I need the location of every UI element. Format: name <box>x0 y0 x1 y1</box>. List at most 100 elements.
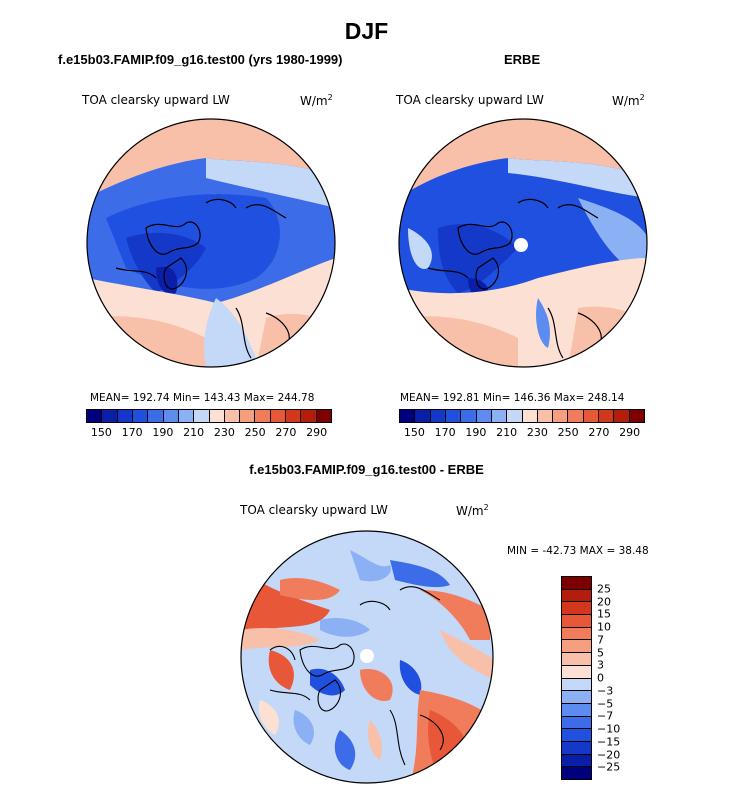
panel2-colorbar <box>399 409 645 423</box>
panel1-units: W/m2 <box>300 93 333 108</box>
colorbar-tick-label: 20 <box>597 595 611 608</box>
colorbar-tick-label: 3 <box>597 658 604 672</box>
colorbar-tick-label: −5 <box>597 697 614 710</box>
colorbar-tick-label: 270 <box>588 426 610 439</box>
panel3-stats: MIN = -42.73 MAX = 38.48 <box>507 545 649 557</box>
colorbar-swatch <box>255 410 271 422</box>
colorbar-swatch <box>270 410 287 422</box>
panel1-variable: TOA clearsky upward LW <box>82 93 230 107</box>
colorbar-tick-label: 190 <box>152 426 174 439</box>
colorbar-tick-label: 230 <box>213 426 235 439</box>
colorbar-swatch <box>301 410 317 422</box>
colorbar-tick-label: 5 <box>597 646 604 659</box>
panel1-map <box>86 118 336 368</box>
figure-title: DJF <box>344 18 389 44</box>
colorbar-swatch <box>562 729 591 742</box>
colorbar-swatch <box>562 741 591 755</box>
colorbar-tick-label: 15 <box>597 607 611 621</box>
panel2-units: W/m2 <box>612 93 645 108</box>
colorbar-swatch <box>224 410 241 422</box>
colorbar-tick-label: 150 <box>403 426 425 439</box>
colorbar-swatch <box>507 410 523 422</box>
colorbar-tick-label: 270 <box>275 426 297 439</box>
colorbar-tick-label: 7 <box>597 633 604 647</box>
colorbar-swatch <box>178 410 195 422</box>
colorbar-swatch <box>583 410 600 422</box>
colorbar-tick-label: 170 <box>121 426 143 439</box>
colorbar-swatch <box>87 410 103 422</box>
panel1-colorbar-labels: 150 170 190 210 230 250 270 290 <box>86 426 332 440</box>
panel1-stats: MEAN= 192.74 Min= 143.43 Max= 244.78 <box>90 392 315 404</box>
colorbar-tick-label: 170 <box>434 426 456 439</box>
colorbar-swatch <box>148 410 164 422</box>
colorbar-tick-label: 210 <box>183 426 205 439</box>
panel2-map <box>398 118 648 368</box>
panel3-colorbar <box>561 576 592 780</box>
colorbar-tick-label: −3 <box>597 684 614 698</box>
colorbar-tick-label: 230 <box>526 426 548 439</box>
panel3-map <box>240 530 494 784</box>
colorbar-swatch <box>491 410 508 422</box>
colorbar-tick-label: 25 <box>597 582 611 596</box>
colorbar-swatch <box>562 767 591 779</box>
colorbar-swatch <box>163 410 179 422</box>
colorbar-swatch <box>562 678 591 692</box>
colorbar-swatch <box>629 410 644 422</box>
colorbar-swatch <box>117 410 133 422</box>
colorbar-swatch <box>461 410 477 422</box>
colorbar-tick-label: 250 <box>557 426 579 439</box>
colorbar-tick-label: 250 <box>244 426 266 439</box>
colorbar-swatch <box>562 627 591 641</box>
colorbar-swatch <box>415 410 431 422</box>
colorbar-tick-label: 210 <box>496 426 518 439</box>
colorbar-swatch <box>562 653 591 666</box>
colorbar-swatch <box>316 410 331 422</box>
colorbar-tick-label: 10 <box>597 620 611 634</box>
colorbar-swatch <box>614 410 630 422</box>
colorbar-swatch <box>599 410 615 422</box>
panel1-title: f.e15b03.FAMIP.f09_g16.test00 (yrs 1980-… <box>58 52 343 67</box>
panel2-colorbar-labels: 150 170 190 210 230 250 270 290 <box>399 426 645 440</box>
colorbar-swatch <box>562 716 591 730</box>
colorbar-swatch <box>562 577 591 590</box>
panel2-title: ERBE <box>504 52 541 67</box>
colorbar-swatch <box>194 410 210 422</box>
colorbar-tick-label: −25 <box>597 760 621 774</box>
colorbar-swatch <box>553 410 569 422</box>
colorbar-tick-label: −7 <box>597 709 614 723</box>
colorbar-swatch <box>102 410 118 422</box>
colorbar-swatch <box>445 410 462 422</box>
panel3-units: W/m2 <box>456 503 489 518</box>
colorbar-tick-label: 150 <box>90 426 112 439</box>
colorbar-swatch <box>562 691 591 704</box>
panel3-title: f.e15b03.FAMIP.f09_g16.test00 - ERBE <box>249 462 484 477</box>
colorbar-tick-label: 190 <box>465 426 487 439</box>
colorbar-swatch <box>562 665 591 679</box>
colorbar-tick-label: 290 <box>619 426 641 439</box>
panel1-colorbar <box>86 409 332 423</box>
colorbar-swatch <box>476 410 492 422</box>
colorbar-tick-label: −20 <box>597 748 621 761</box>
colorbar-swatch <box>562 703 591 717</box>
colorbar-swatch <box>240 410 256 422</box>
colorbar-tick-label: 0 <box>597 671 604 685</box>
colorbar-tick-label: −15 <box>597 735 621 749</box>
panel2-stats: MEAN= 192.81 Min= 146.36 Max= 248.14 <box>400 392 625 404</box>
colorbar-swatch <box>562 615 591 628</box>
colorbar-tick-label: −10 <box>597 722 621 736</box>
colorbar-swatch <box>400 410 416 422</box>
panel3-colorbar-labels: 25 20 15 10 7 5 3 0 −3 −5 −7 −10 −15 −20 −25 <box>597 576 637 780</box>
panel3-variable: TOA clearsky upward LW <box>240 503 388 517</box>
colorbar-swatch <box>430 410 446 422</box>
colorbar-swatch <box>286 410 302 422</box>
colorbar-swatch <box>537 410 554 422</box>
colorbar-swatch <box>562 589 591 603</box>
colorbar-swatch <box>132 410 149 422</box>
colorbar-swatch <box>522 410 538 422</box>
colorbar-tick-label: 290 <box>306 426 328 439</box>
colorbar-swatch <box>568 410 584 422</box>
panel2-variable: TOA clearsky upward LW <box>396 93 544 107</box>
colorbar-swatch <box>209 410 225 422</box>
colorbar-swatch <box>562 640 591 654</box>
colorbar-swatch <box>562 754 591 768</box>
